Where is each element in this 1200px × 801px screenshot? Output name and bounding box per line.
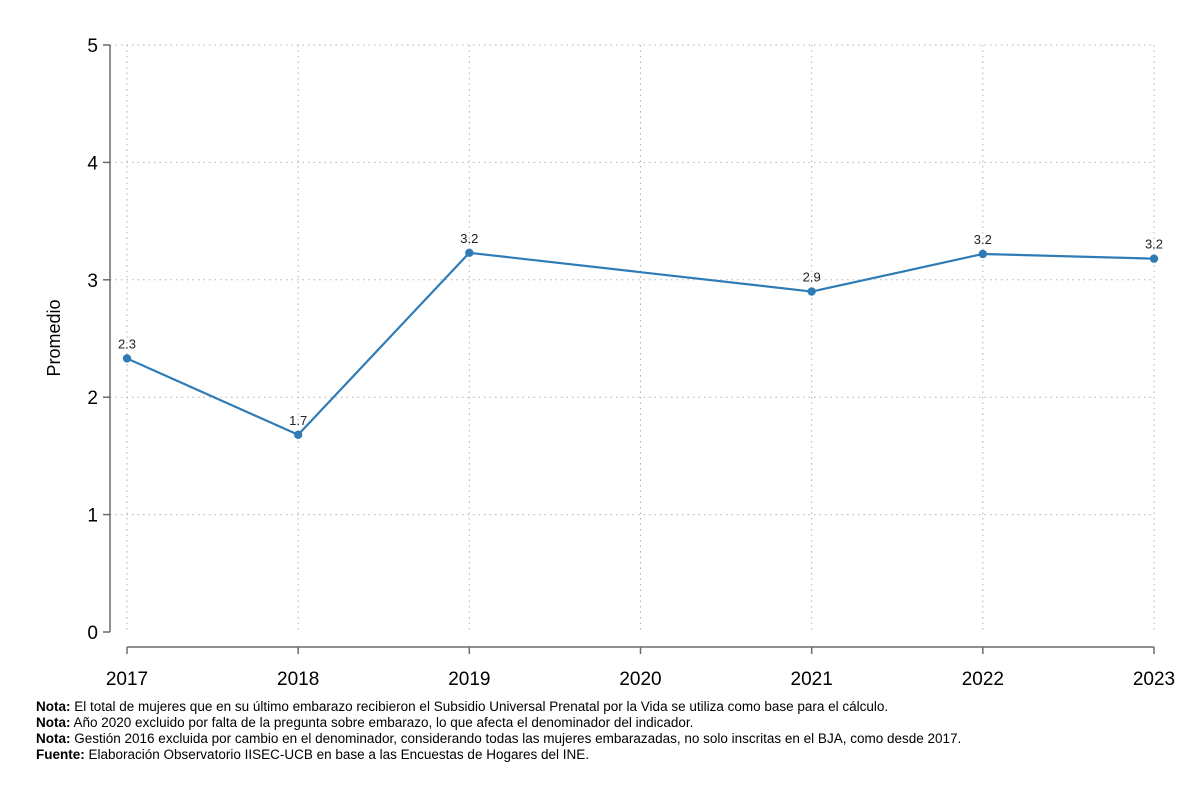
x-tick-label: 2020 bbox=[619, 669, 661, 690]
x-tick-label: 2019 bbox=[448, 669, 490, 690]
y-tick-label: 2 bbox=[87, 388, 98, 409]
x-tick-label: 2021 bbox=[791, 669, 833, 690]
note-text: Elaboración Observatorio IISEC-UCB en ba… bbox=[84, 747, 590, 762]
data-label: 1.7 bbox=[289, 413, 307, 428]
data-label: 3.2 bbox=[1145, 237, 1163, 252]
series-polyline bbox=[126, 251, 1155, 436]
y-tick-label: 4 bbox=[87, 153, 98, 174]
data-label: 2.9 bbox=[803, 270, 821, 285]
y-tick-label: 0 bbox=[87, 623, 98, 644]
note-line: Fuente: Elaboración Observatorio IISEC-U… bbox=[36, 747, 961, 763]
data-point bbox=[807, 287, 816, 296]
data-label: 3.2 bbox=[974, 232, 992, 247]
line-chart: 0 1 2 3 4 5 2017 2018 2019 2020 2021 2022 2023 Prom… bbox=[44, 36, 1175, 690]
data-point bbox=[122, 354, 132, 363]
axes bbox=[109, 45, 1154, 648]
x-tick-label: 2018 bbox=[277, 669, 319, 690]
grid-lines bbox=[110, 44, 1155, 632]
x-tick-label: 2022 bbox=[962, 669, 1004, 690]
data-label: 2.3 bbox=[118, 336, 136, 351]
note-line: Nota: El total de mujeres que en su últi… bbox=[36, 699, 961, 715]
data-point bbox=[293, 430, 303, 439]
y-axis-label: Promedio bbox=[44, 299, 64, 376]
note-text: Año 2020 excluido por falta de la pregun… bbox=[70, 715, 694, 730]
data-point bbox=[1149, 254, 1159, 263]
data-point bbox=[978, 249, 988, 259]
note-text: Gestión 2016 excluida por cambio en el d… bbox=[70, 731, 962, 746]
y-tick-label: 5 bbox=[87, 36, 98, 57]
note-line: Nota: Año 2020 excluido por falta de la … bbox=[36, 715, 961, 731]
note-label: Nota: bbox=[36, 699, 71, 714]
series-line bbox=[126, 251, 1155, 436]
data-points bbox=[122, 248, 1159, 439]
x-tick-label: 2017 bbox=[106, 669, 148, 690]
data-point bbox=[465, 248, 474, 257]
note-text: El total de mujeres que en su último emb… bbox=[70, 699, 889, 714]
note-label: Fuente: bbox=[36, 747, 85, 762]
note-label: Nota: bbox=[36, 715, 71, 730]
x-tick-label: 2023 bbox=[1133, 669, 1175, 690]
y-tick-label: 3 bbox=[87, 271, 98, 292]
y-ticks: 0 1 2 3 4 5 bbox=[87, 36, 110, 644]
notes: Nota: El total de mujeres que en su últi… bbox=[36, 699, 961, 763]
x-ticks: 2017 2018 2019 2020 2021 2022 2023 bbox=[106, 647, 1175, 690]
data-labels: 2.3 1.7 3.2 2.9 3.2 3.2 bbox=[118, 231, 1163, 428]
note-line: Nota: Gestión 2016 excluida por cambio e… bbox=[36, 731, 961, 747]
y-tick-label: 1 bbox=[87, 506, 98, 527]
note-label: Nota: bbox=[36, 731, 71, 746]
data-label: 3.2 bbox=[460, 231, 478, 246]
